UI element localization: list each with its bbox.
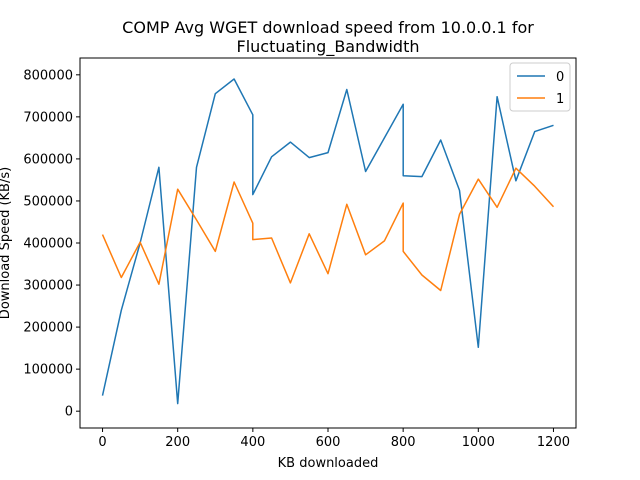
plot-lines [101, 78, 555, 405]
y-tick-label: 700000 [23, 110, 73, 125]
y-tick-label: 200000 [23, 321, 73, 336]
legend: 0 1 [509, 62, 571, 112]
x-tick-label: 1200 [537, 435, 570, 450]
chart-title-line-2: Fluctuating_Bandwidth [237, 37, 420, 57]
x-tick-label: 400 [240, 435, 265, 450]
legend-label-series-1: 1 [556, 92, 564, 107]
chart-title-line-1: COMP Avg WGET download speed from 10.0.0… [122, 18, 534, 37]
y-tick-label: 400000 [23, 237, 73, 252]
y-axis-ticks: 0 100000 200000 300000 400000 500000 600000 700… [23, 68, 80, 420]
y-tick-label: 300000 [23, 279, 73, 294]
y-axis-label: Download Speed (KB/s) [0, 167, 13, 319]
y-tick-label: 800000 [23, 68, 73, 83]
series-line-1 [101, 167, 555, 292]
x-axis-label: KB downloaded [278, 456, 379, 471]
x-tick-label: 0 [98, 435, 106, 450]
x-tick-label: 1000 [462, 435, 495, 450]
plot-frame [79, 57, 577, 429]
legend-label-series-0: 0 [556, 70, 564, 85]
y-tick-label: 0 [65, 405, 73, 420]
x-tick-label: 200 [165, 435, 190, 450]
x-tick-label: 800 [391, 435, 416, 450]
y-tick-label: 600000 [23, 152, 73, 167]
x-tick-label: 600 [316, 435, 341, 450]
x-axis-ticks: 0 200 400 600 800 1000 1200 [98, 428, 570, 450]
y-tick-label: 100000 [23, 363, 73, 378]
y-tick-label: 500000 [23, 194, 73, 209]
series-line-0 [101, 78, 554, 405]
legend-box [509, 62, 571, 112]
